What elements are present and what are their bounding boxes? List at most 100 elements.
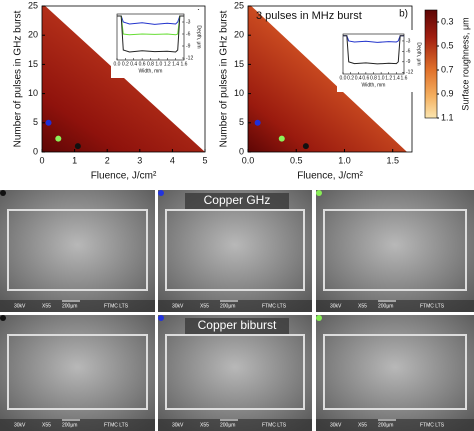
sem-lab: FTMC LTS: [420, 303, 445, 309]
inset-line: [117, 15, 184, 25]
point: [278, 135, 285, 142]
sem-lab: FTMC LTS: [104, 422, 129, 428]
sem-image: [0, 190, 155, 312]
y-tick-label: 10: [234, 88, 244, 98]
y-tick-label: 25: [28, 0, 38, 10]
processed-area: [323, 334, 467, 410]
point: [74, 143, 81, 150]
sem-image: [316, 190, 474, 312]
inset-x-tick-label: 0.2: [122, 61, 129, 67]
inset-x-tick-label: 1.6: [181, 61, 188, 67]
sem-mag: X55: [200, 303, 209, 309]
processed-area: [7, 334, 148, 410]
sem-mag: X55: [358, 422, 367, 428]
sem-image: [0, 315, 155, 431]
inset-line: [117, 15, 184, 36]
colorbar-label: Surface roughness, μm: [460, 17, 470, 110]
info-bar: [0, 419, 155, 431]
inset-line: [343, 35, 404, 65]
inset-x-tick-label: 1.0: [378, 75, 385, 81]
sem-lab: FTMC LTS: [262, 422, 287, 428]
colorbar-tick-label: 0.3: [441, 16, 454, 26]
colorbar-tick-label: 1.1: [441, 112, 454, 122]
sem-kv: 30kV: [172, 422, 184, 428]
inset-x-tick-label: 0.4: [355, 75, 362, 81]
inset-x-tick-label: 0.6: [139, 61, 146, 67]
sem-images: 30kV X55 200µm FTMC LTS 30kV X55 200µm FTMC LTS…: [0, 190, 474, 431]
inset-x-tick-label: 1.2: [164, 61, 171, 67]
inset-y-tick-label: -12: [186, 55, 193, 61]
inset-x-label: Width, mm: [362, 82, 386, 88]
sem-scale: 200µm: [378, 422, 393, 428]
sem-lab: FTMC LTS: [104, 303, 129, 309]
marker-dot: [158, 315, 164, 321]
inset-x-tick-label: 1.2: [385, 75, 392, 81]
sem-scale: 200µm: [62, 422, 77, 428]
colorbar-tick-label: 0.5: [441, 40, 454, 50]
inset-x-tick-label: 1.0: [155, 61, 162, 67]
y-tick-label: 5: [33, 117, 38, 127]
y-tick-label: 0: [33, 146, 38, 156]
sem-scale: 200µm: [378, 303, 393, 309]
sem-image: [316, 315, 474, 431]
marker-dot: [0, 190, 6, 196]
x-tick-label: 1.5: [386, 155, 399, 165]
sem-kv: 30kV: [14, 303, 26, 309]
inset-x-tick-label: 0.2: [347, 75, 354, 81]
y-tick-label: 10: [28, 88, 38, 98]
colorbar: [424, 9, 438, 119]
row-label: Copper biburst: [198, 318, 277, 332]
inset-y-tick-label: -12: [406, 70, 413, 76]
x-tick-label: 3: [137, 155, 142, 165]
row-label-bg: [185, 193, 289, 209]
inset-y-tick-label: -6: [406, 49, 411, 55]
inset-line: [117, 15, 184, 53]
marker-dot: [0, 315, 6, 321]
sem-lab: FTMC LTS: [262, 303, 287, 309]
inset-y-label: Depth, μm: [416, 42, 422, 65]
x-tick-label: 0.5: [290, 155, 303, 165]
inset-x-tick-label: 0.6: [362, 75, 369, 81]
plot-frame: [41, 5, 206, 153]
marker-dot: [316, 315, 322, 321]
colorbar-tick-label: 0.9: [441, 88, 454, 98]
info-bar: [316, 300, 474, 312]
sem-scale: 200µm: [220, 303, 235, 309]
info-bar: [158, 300, 312, 312]
point: [45, 119, 52, 126]
sem-mag: X55: [42, 422, 51, 428]
sem-kv: 30kV: [330, 422, 342, 428]
inset-y-tick-label: -9: [186, 43, 191, 49]
point: [302, 143, 309, 150]
panel-label: b): [399, 9, 408, 20]
sem-lab: FTMC LTS: [420, 422, 445, 428]
row-label-bg: [185, 318, 289, 334]
sem-mag: X55: [200, 422, 209, 428]
processed-area: [165, 209, 305, 291]
x-tick-label: 0: [39, 155, 44, 165]
point: [55, 135, 62, 142]
y-tick-label: 25: [234, 0, 244, 10]
y-axis-label: Number of pulses in GHz burst: [219, 10, 230, 147]
inset-x-tick-label: 0.8: [370, 75, 377, 81]
y-tick-label: 15: [28, 59, 38, 69]
y-tick-label: 15: [234, 59, 244, 69]
inset-x-tick-label: 1.4: [172, 61, 179, 67]
inset-x-tick-label: 1.4: [393, 75, 400, 81]
inset-bg: [337, 30, 424, 92]
inset-y-label: Depth, μm: [196, 25, 202, 48]
sem-kv: 30kV: [330, 303, 342, 309]
x-tick-label: 1: [72, 155, 77, 165]
inset-y-tick-label: -9: [406, 59, 411, 65]
inset-x-label: Width, mm: [139, 68, 163, 74]
y-tick-label: 20: [234, 30, 244, 40]
marker-dot: [316, 190, 322, 196]
inset-x-tick-label: 0.0: [114, 61, 121, 67]
info-bar: [0, 300, 155, 312]
heatmap-region: [248, 6, 408, 152]
info-bar: [316, 419, 474, 431]
x-tick-label: 0.0: [242, 155, 255, 165]
marker-dot: [158, 190, 164, 196]
info-bar: [158, 419, 312, 431]
